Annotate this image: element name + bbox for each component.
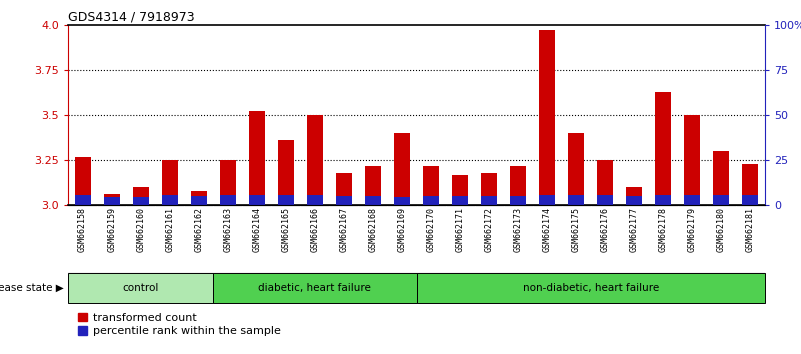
Bar [307,115,323,205]
Bar [510,166,526,205]
Text: GSM662162: GSM662162 [195,207,203,252]
Bar [743,164,759,205]
Bar [568,195,584,205]
Text: disease state ▶: disease state ▶ [0,282,64,293]
Bar [74,156,91,205]
Bar [743,195,759,205]
Bar [655,92,671,205]
Bar [481,173,497,205]
Text: control: control [123,282,159,293]
Text: GSM662166: GSM662166 [311,207,320,252]
Bar [365,196,381,205]
Bar [219,195,235,205]
Text: GSM662176: GSM662176 [601,207,610,252]
Text: GSM662169: GSM662169 [397,207,406,252]
Text: GSM662172: GSM662172 [485,207,493,252]
Bar [394,133,410,205]
Bar [336,196,352,205]
Bar [162,160,178,205]
Bar [684,115,700,205]
Bar [191,191,207,205]
Text: non-diabetic, heart failure: non-diabetic, heart failure [522,282,659,293]
Bar [278,140,294,205]
Bar [162,195,178,205]
Text: GSM662163: GSM662163 [223,207,232,252]
Bar [74,195,91,205]
Bar [481,196,497,205]
Bar [103,194,119,205]
Text: GSM662171: GSM662171 [456,207,465,252]
Bar [394,197,410,205]
Bar [539,30,555,205]
Bar [714,151,730,205]
Bar [278,195,294,205]
Bar [68,273,213,303]
Bar [249,112,265,205]
Text: GSM662160: GSM662160 [136,207,145,252]
Text: GSM662177: GSM662177 [630,207,638,252]
Bar [539,195,555,205]
Text: GSM662178: GSM662178 [659,207,668,252]
Bar [307,195,323,205]
Bar [510,196,526,205]
Bar [213,273,417,303]
Text: diabetic, heart failure: diabetic, heart failure [259,282,372,293]
Text: GDS4314 / 7918973: GDS4314 / 7918973 [68,11,195,24]
Bar [626,187,642,205]
Bar [598,160,614,205]
Text: GSM662174: GSM662174 [543,207,552,252]
Text: GSM662161: GSM662161 [165,207,174,252]
Bar [452,175,468,205]
Text: GSM662158: GSM662158 [78,207,87,252]
Bar [714,195,730,205]
Bar [568,133,584,205]
Text: GSM662180: GSM662180 [717,207,726,252]
Bar [365,166,381,205]
Bar [191,196,207,205]
Text: GSM662168: GSM662168 [368,207,377,252]
Text: GSM662159: GSM662159 [107,207,116,252]
Bar [249,195,265,205]
Text: GSM662167: GSM662167 [340,207,348,252]
Bar [423,166,439,205]
Text: GSM662173: GSM662173 [513,207,522,252]
Bar [133,187,149,205]
Bar [626,196,642,205]
Text: GSM662170: GSM662170 [427,207,436,252]
Bar [336,173,352,205]
Legend: transformed count, percentile rank within the sample: transformed count, percentile rank withi… [74,308,285,341]
Bar [219,160,235,205]
Bar [655,195,671,205]
Text: GSM662175: GSM662175 [572,207,581,252]
Bar [684,195,700,205]
Bar [417,273,765,303]
Text: GSM662181: GSM662181 [746,207,755,252]
Text: GSM662165: GSM662165 [281,207,290,252]
Bar [598,195,614,205]
Bar [133,197,149,205]
Text: GSM662164: GSM662164 [252,207,261,252]
Bar [452,196,468,205]
Bar [423,196,439,205]
Bar [103,197,119,205]
Text: GSM662179: GSM662179 [688,207,697,252]
